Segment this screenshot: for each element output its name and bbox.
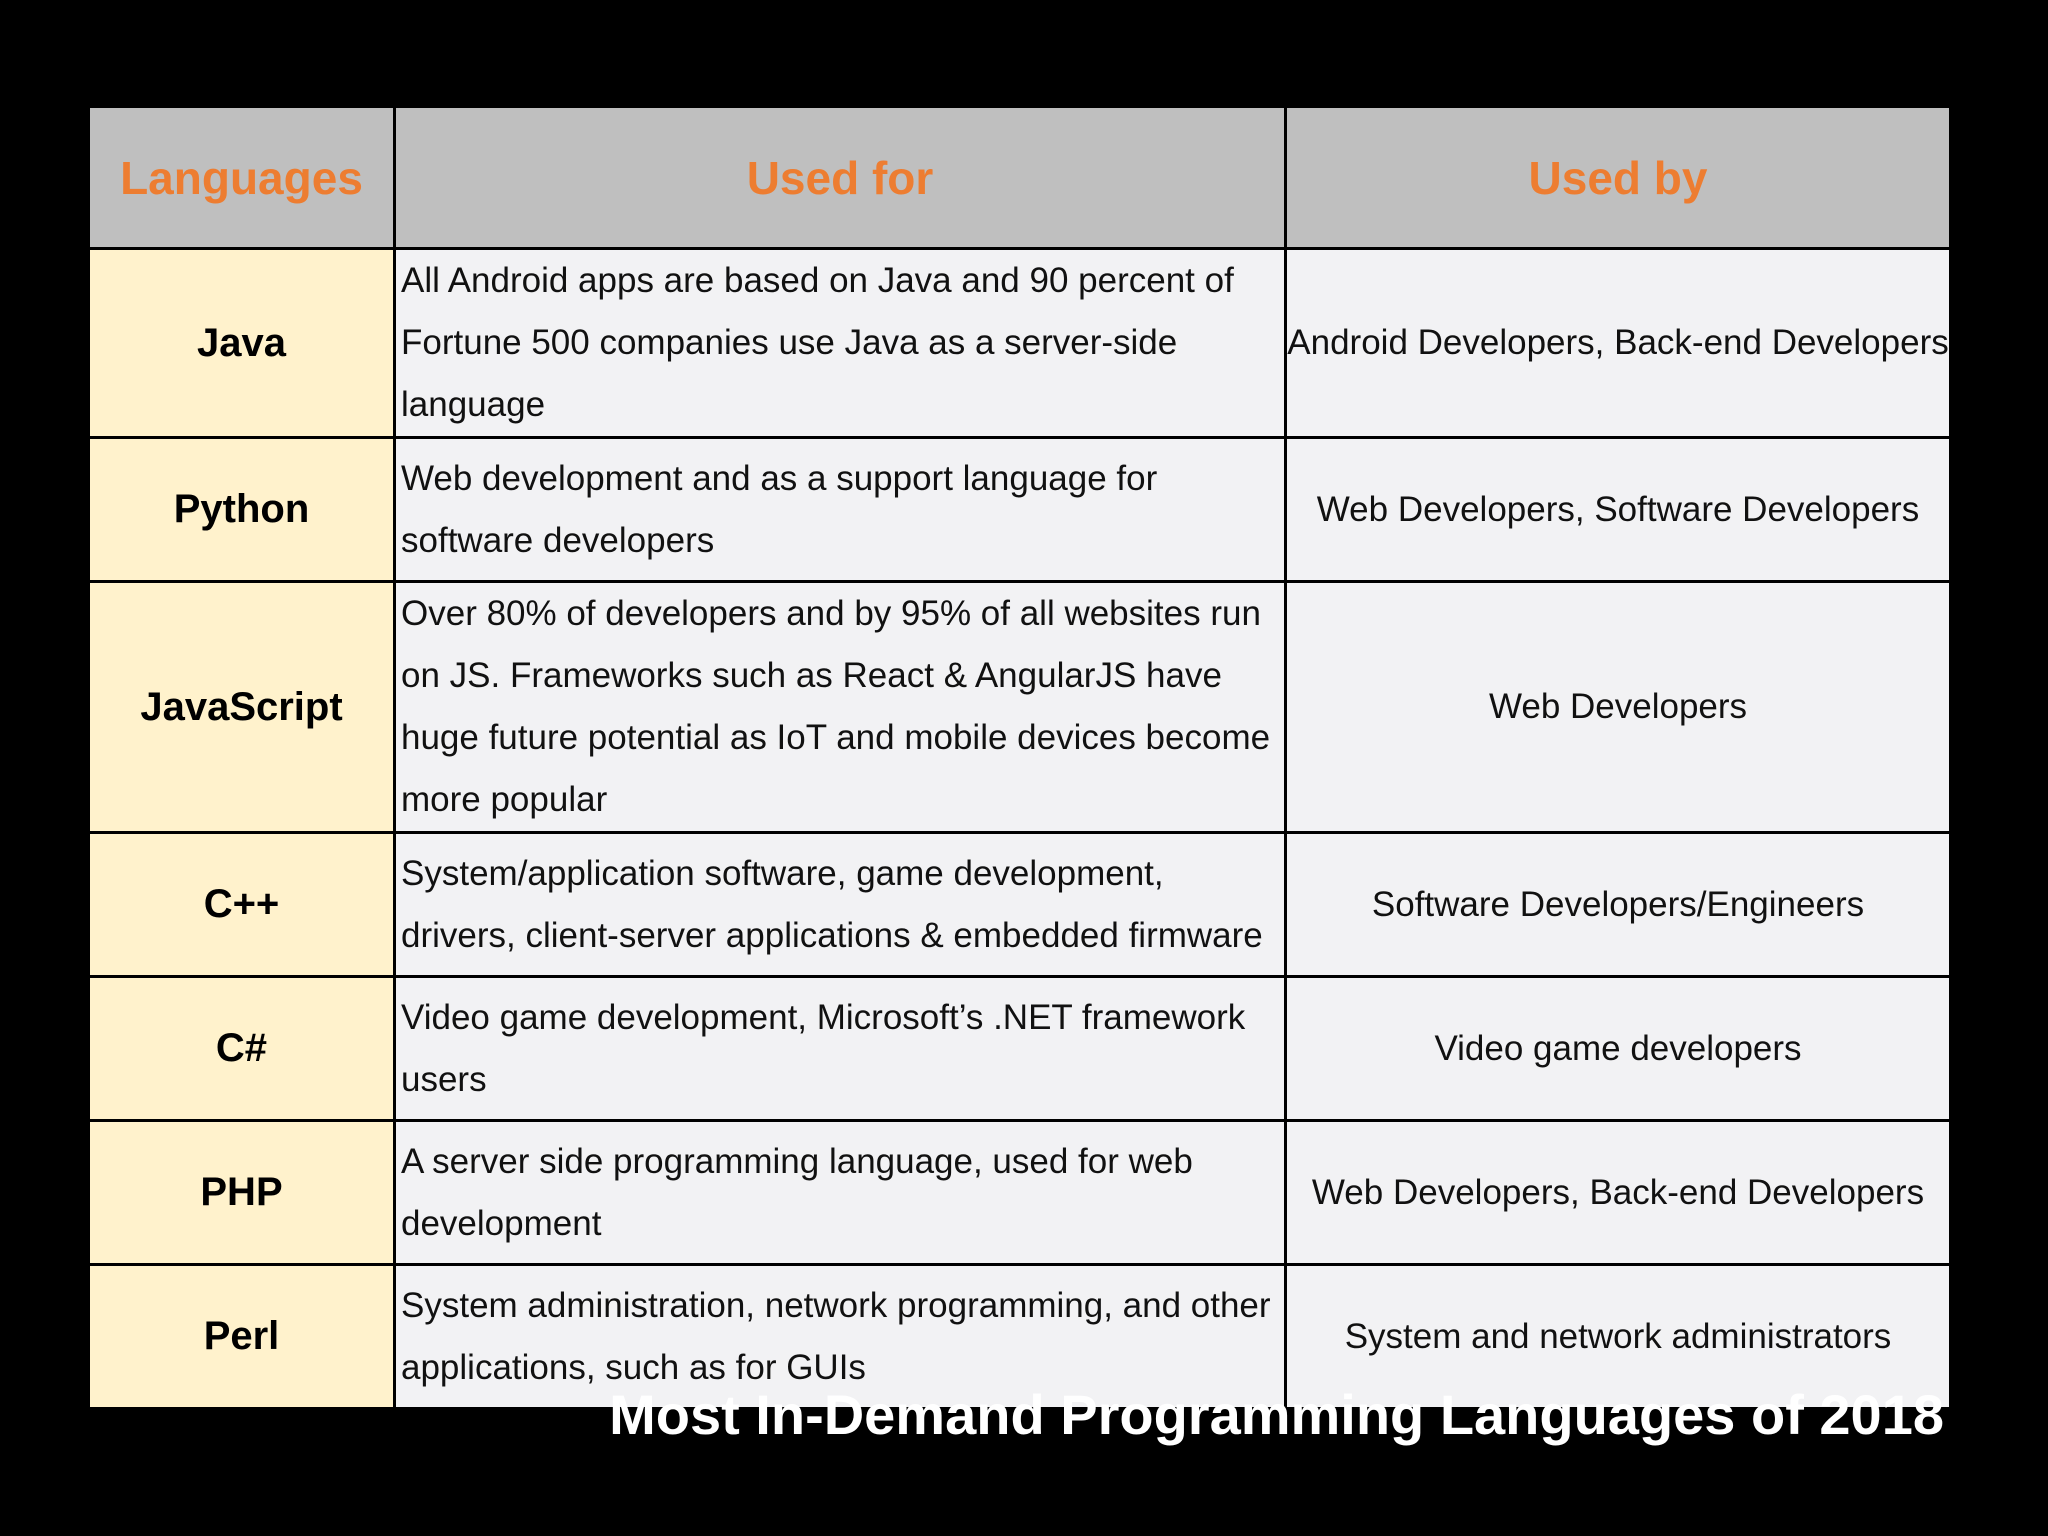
used-by-cell: Android Developers, Back-end Developers <box>1284 247 1952 439</box>
slide-caption: Most In-Demand Programming Languages of … <box>609 1383 1944 1446</box>
used-for-cell: System administration, network programmi… <box>393 1263 1287 1410</box>
language-cell: Python <box>87 436 396 583</box>
table-header-row: Languages Used for Used by <box>87 105 1952 250</box>
table-row: JavaScript Over 80% of developers and by… <box>87 580 1952 834</box>
used-by-cell: System and network administrators <box>1284 1263 1952 1410</box>
table-row: Python Web development and as a support … <box>87 436 1952 583</box>
used-for-cell: Over 80% of developers and by 95% of all… <box>393 580 1287 834</box>
language-cell: Java <box>87 247 396 439</box>
table-row: C++ System/application software, game de… <box>87 831 1952 978</box>
language-cell: PHP <box>87 1119 396 1266</box>
table-row: Java All Android apps are based on Java … <box>87 247 1952 439</box>
used-by-cell: Software Developers/Engineers <box>1284 831 1952 978</box>
used-by-cell: Web Developers <box>1284 580 1952 834</box>
header-languages: Languages <box>87 105 396 250</box>
language-cell: C# <box>87 975 396 1122</box>
language-cell: JavaScript <box>87 580 396 834</box>
table-row: Perl System administration, network prog… <box>87 1263 1952 1410</box>
languages-table: Languages Used for Used by Java All Andr… <box>87 105 1952 1410</box>
language-cell: C++ <box>87 831 396 978</box>
language-cell: Perl <box>87 1263 396 1410</box>
used-by-cell: Web Developers, Back-end Developers <box>1284 1119 1952 1266</box>
table-row: PHP A server side programming language, … <box>87 1119 1952 1266</box>
table-row: C# Video game development, Microsoft’s .… <box>87 975 1952 1122</box>
used-for-cell: System/application software, game develo… <box>393 831 1287 978</box>
used-for-cell: A server side programming language, used… <box>393 1119 1287 1266</box>
used-for-cell: All Android apps are based on Java and 9… <box>393 247 1287 439</box>
header-used-by: Used by <box>1284 105 1952 250</box>
used-for-cell: Video game development, Microsoft’s .NET… <box>393 975 1287 1122</box>
header-used-for: Used for <box>393 105 1287 250</box>
used-by-cell: Video game developers <box>1284 975 1952 1122</box>
used-for-cell: Web development and as a support languag… <box>393 436 1287 583</box>
used-by-cell: Web Developers, Software Developers <box>1284 436 1952 583</box>
